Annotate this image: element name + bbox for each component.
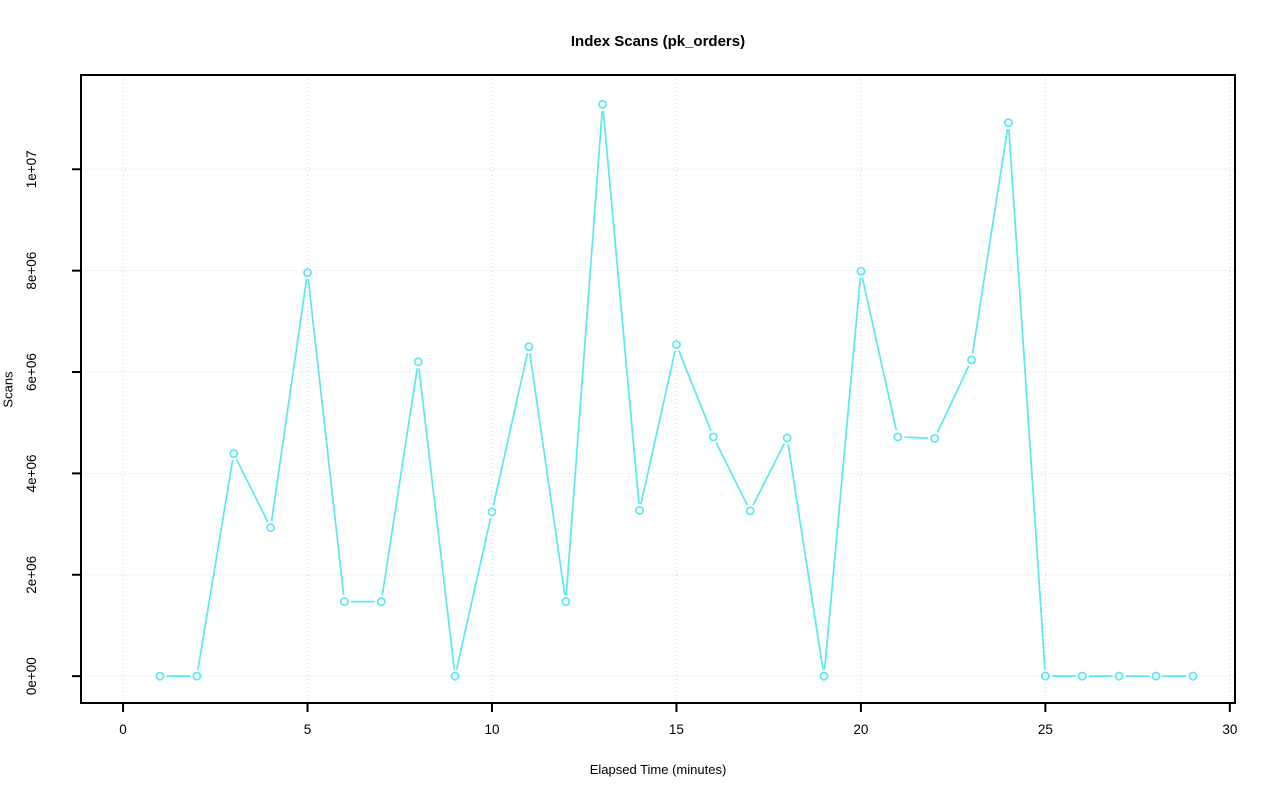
series-line-segment	[787, 444, 824, 670]
data-point-marker	[930, 433, 940, 443]
data-point-marker	[1188, 671, 1198, 681]
x-tick-label: 0	[119, 722, 127, 737]
data-point-marker	[192, 671, 202, 681]
data-point-marker	[1114, 671, 1124, 681]
data-point-marker	[339, 597, 349, 607]
series-line-segment	[418, 368, 456, 670]
y-tick-label: 0e+00	[24, 657, 39, 695]
data-point-marker	[155, 671, 165, 681]
series-line-segment	[565, 110, 604, 596]
series-line-segment	[752, 443, 785, 506]
data-point-marker	[303, 268, 312, 278]
series-line-segment	[861, 277, 898, 431]
data-point-marker	[487, 507, 497, 517]
y-tick-label: 4e+06	[24, 454, 39, 492]
plot-border	[80, 74, 1236, 704]
chart-title: Index Scans (pk_orders)	[570, 33, 746, 50]
x-tick-label: 15	[669, 722, 684, 737]
series-line-segment	[678, 350, 712, 432]
data-point-marker	[561, 597, 571, 607]
series-line-segment	[492, 352, 529, 506]
data-point-marker	[524, 342, 534, 352]
series-line-segment	[270, 278, 308, 522]
data-point-marker	[856, 266, 866, 276]
data-point-marker	[967, 355, 977, 365]
y-tick-label: 1e+07	[24, 150, 39, 188]
data-point-marker	[1004, 118, 1013, 128]
series-line-segment	[936, 365, 970, 433]
data-point-marker	[598, 99, 608, 109]
x-tick-label: 10	[484, 722, 499, 737]
series-line-segment	[904, 436, 929, 440]
data-point-marker	[229, 449, 239, 459]
x-tick-label: 30	[1222, 722, 1237, 737]
series-line-segment	[455, 518, 492, 670]
y-tick-label: 2e+06	[24, 556, 39, 594]
data-point-marker	[893, 432, 903, 442]
data-point-marker	[1151, 671, 1161, 681]
data-point-marker	[708, 432, 718, 442]
series-line-segment	[1008, 129, 1046, 670]
series-line-segment	[715, 442, 749, 506]
series-line-segment	[823, 277, 862, 670]
data-point-marker	[450, 671, 460, 681]
y-tick-label: 6e+06	[24, 353, 39, 391]
series-line-segment	[235, 459, 269, 523]
series-line-segment	[381, 368, 419, 596]
data-point-marker	[1077, 671, 1087, 681]
series-line-segment	[602, 110, 640, 504]
data-point-marker	[413, 357, 423, 367]
data-point-marker	[376, 597, 386, 607]
x-tick-label: 25	[1038, 722, 1053, 737]
y-axis-label: Scans	[0, 371, 16, 408]
data-point-marker	[1040, 671, 1050, 681]
x-tick-label: 5	[304, 722, 312, 737]
x-tick-label: 20	[853, 722, 868, 737]
series-line-segment	[971, 128, 1009, 354]
data-point-marker	[745, 506, 755, 516]
series-line-segment	[528, 352, 566, 596]
series-line-segment	[307, 279, 345, 596]
series-line-segment	[197, 459, 234, 670]
series-line-segment	[640, 350, 676, 505]
y-tick-label: 8e+06	[24, 252, 39, 290]
x-axis-label: Elapsed Time (minutes)	[589, 762, 727, 777]
data-point-marker	[266, 523, 276, 533]
data-point-marker	[635, 505, 645, 515]
data-point-marker	[671, 340, 681, 350]
data-point-marker	[782, 433, 792, 443]
data-point-marker	[819, 671, 829, 681]
